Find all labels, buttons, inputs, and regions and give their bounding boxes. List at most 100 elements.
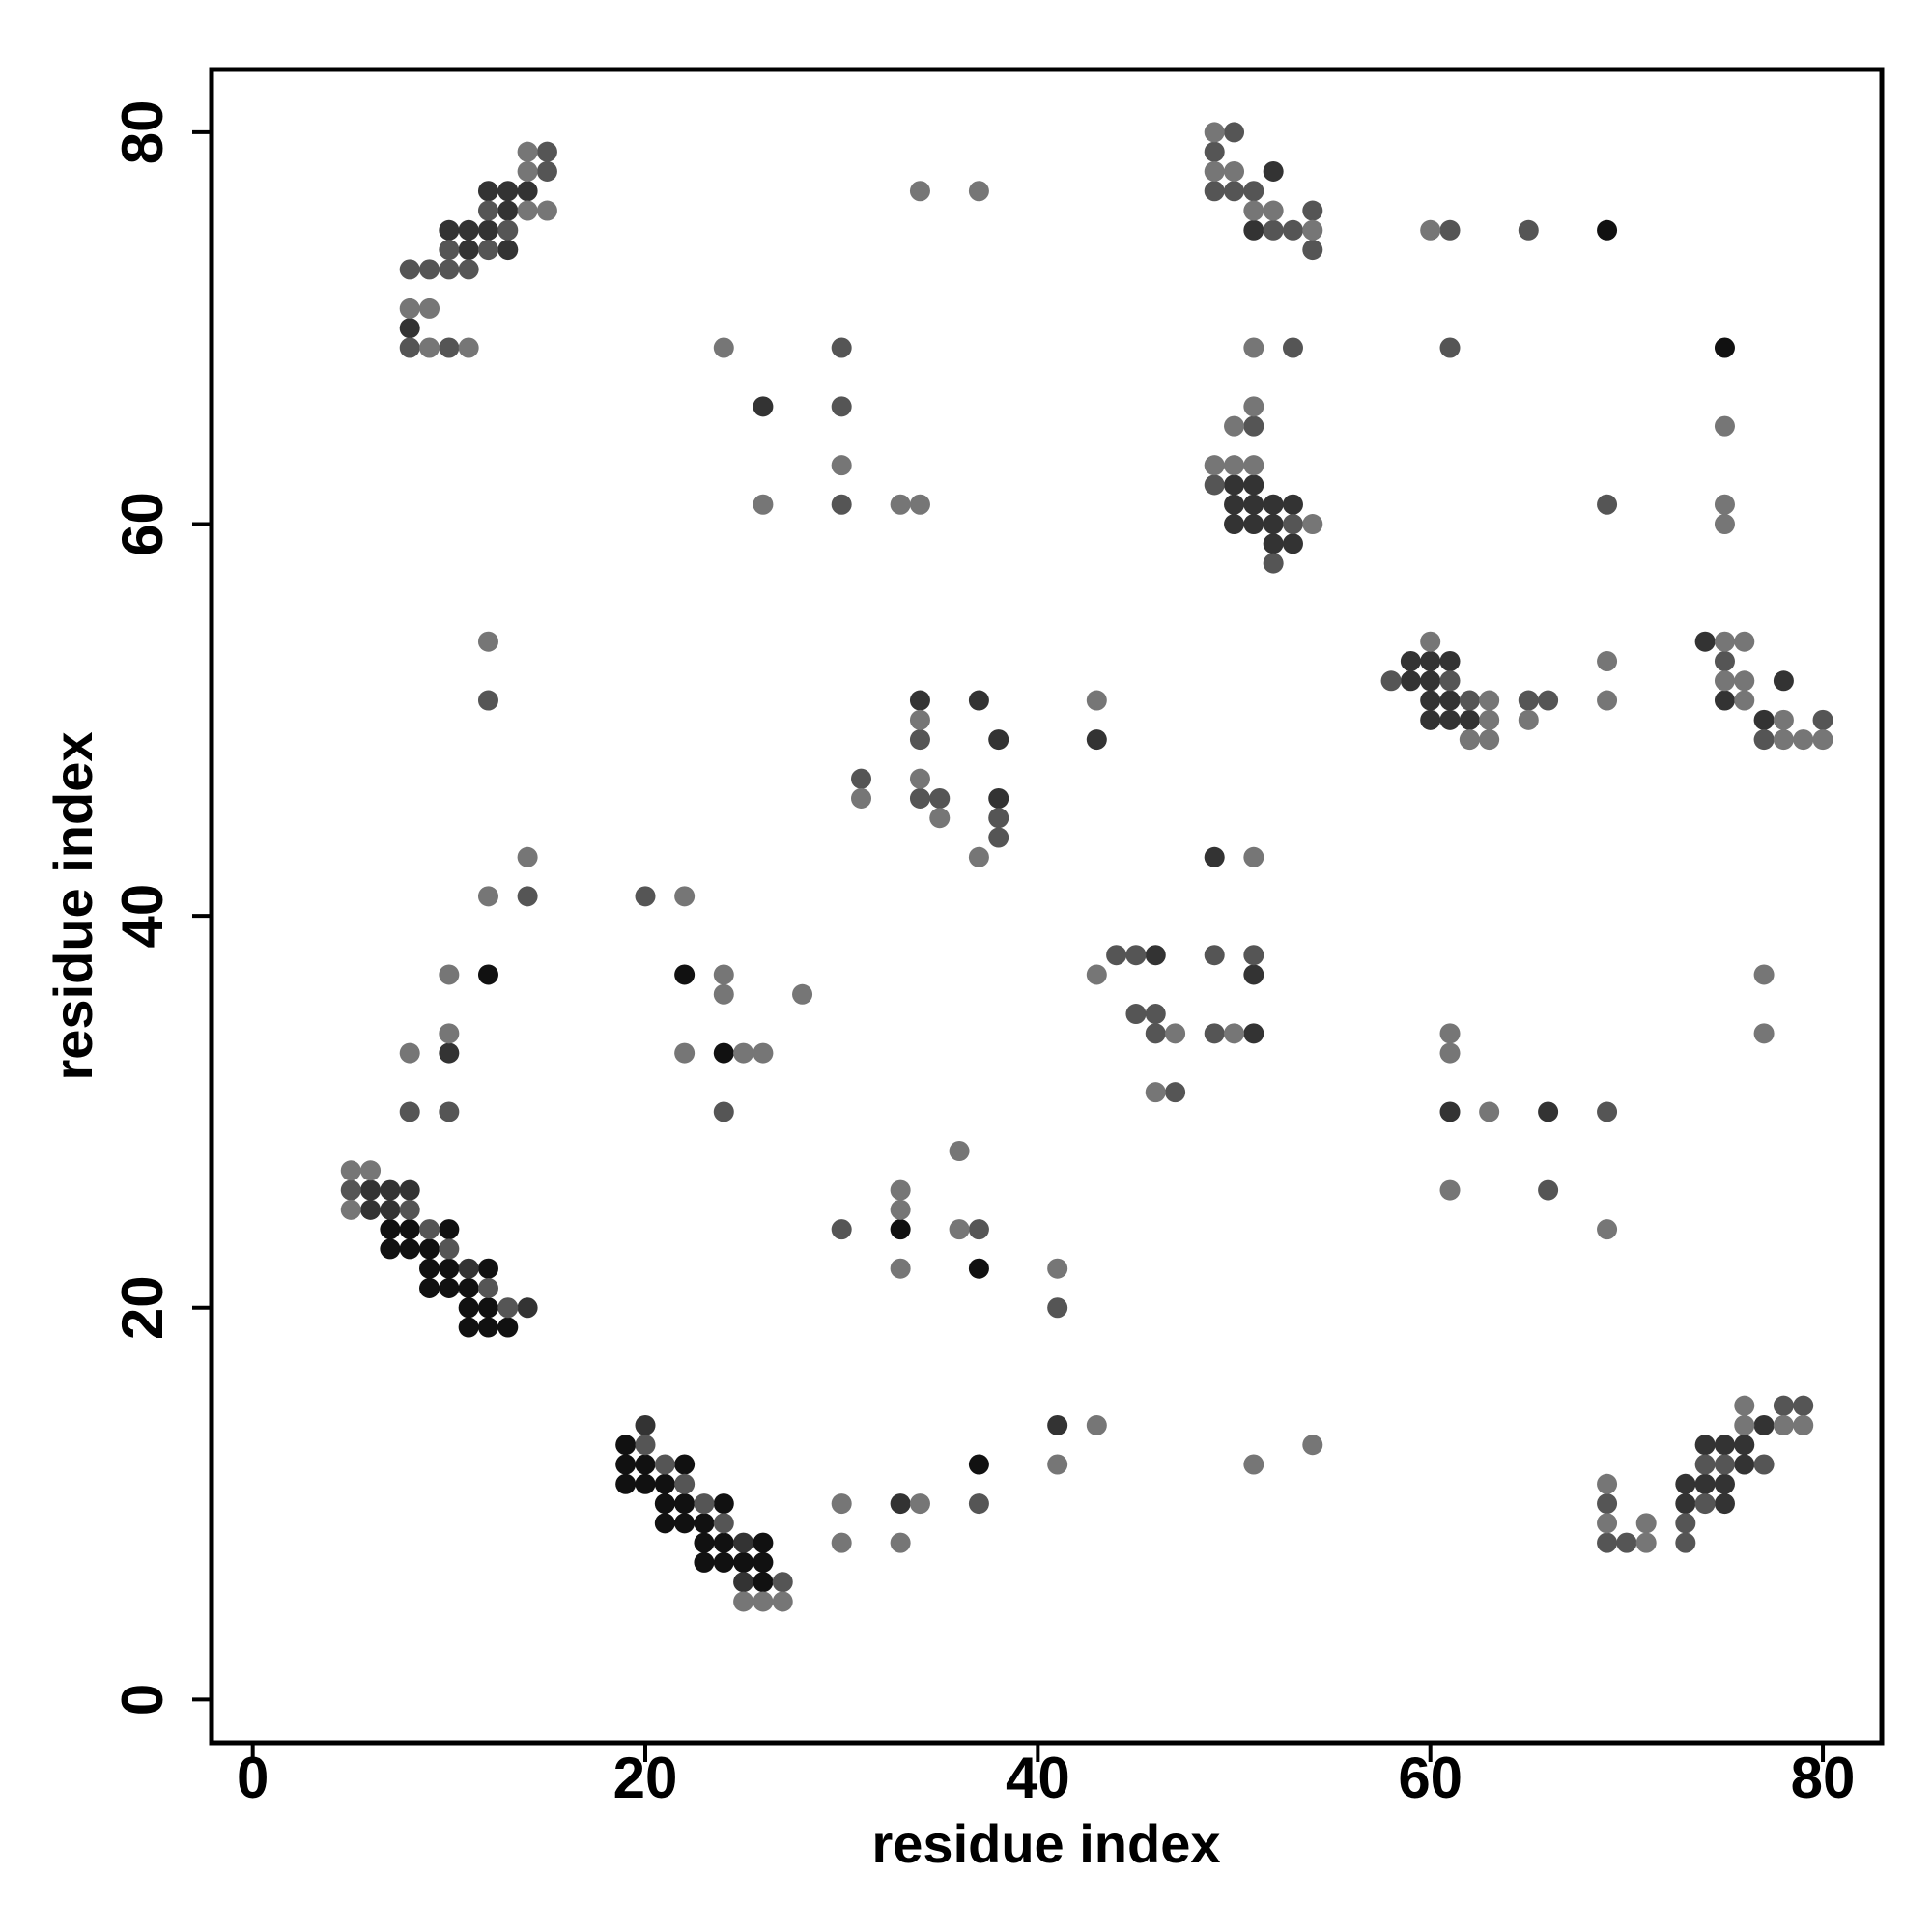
y-tick-label: 80: [110, 100, 175, 165]
contact-point: [909, 768, 930, 789]
contact-point: [713, 1493, 734, 1515]
contact-point: [399, 318, 420, 339]
contact-point: [1420, 650, 1441, 671]
contact-point: [1224, 514, 1245, 535]
contact-point: [615, 1435, 637, 1456]
contact-point: [439, 1277, 460, 1298]
contact-point: [340, 1199, 361, 1220]
contact-point: [1439, 709, 1461, 730]
contact-point: [1734, 1414, 1755, 1435]
contact-point: [1224, 474, 1245, 496]
x-axis-title: residue index: [871, 1813, 1220, 1874]
contact-point: [831, 1493, 852, 1515]
contact-point: [909, 690, 930, 711]
contact-point: [458, 259, 479, 280]
contact-point: [713, 337, 734, 358]
contact-point: [733, 1572, 754, 1593]
contact-point: [458, 337, 479, 358]
contact-point: [1263, 160, 1284, 182]
contact-point: [1224, 122, 1245, 143]
contact-point: [1263, 514, 1284, 535]
contact-point: [1812, 709, 1833, 730]
contact-point: [1714, 690, 1735, 711]
contact-point: [360, 1179, 382, 1201]
contact-point: [831, 1219, 852, 1240]
contact-point: [694, 1493, 715, 1515]
contact-point: [713, 1551, 734, 1573]
contact-point: [1694, 1454, 1716, 1475]
contact-point: [635, 1414, 656, 1435]
contact-point: [1243, 514, 1264, 535]
contact-point: [1282, 533, 1303, 554]
contact-point: [458, 1258, 479, 1279]
contact-point: [1302, 1435, 1323, 1456]
contact-point: [1773, 1395, 1794, 1416]
contact-point: [1047, 1414, 1068, 1435]
contact-point: [1086, 964, 1107, 985]
contact-point: [1459, 729, 1480, 751]
contact-point: [635, 1435, 656, 1456]
contact-point: [1734, 1454, 1755, 1475]
contact-point: [949, 1141, 970, 1162]
y-tick-label: 60: [110, 492, 175, 556]
contact-point: [968, 690, 989, 711]
contact-point: [1479, 690, 1500, 711]
contact-point: [1263, 553, 1284, 574]
contact-point: [890, 1532, 911, 1553]
contact-point: [1204, 474, 1225, 496]
contact-point: [1263, 200, 1284, 221]
contact-point: [1380, 670, 1402, 692]
x-tick-label: 20: [613, 1746, 678, 1810]
contact-point: [694, 1551, 715, 1573]
contact-point: [674, 886, 696, 907]
contact-point: [1714, 337, 1735, 358]
contact-point: [477, 181, 498, 202]
contact-point: [713, 964, 734, 985]
contact-point: [1714, 494, 1735, 515]
contact-point: [419, 1219, 440, 1240]
contact-point: [1439, 690, 1461, 711]
contact-point: [517, 886, 538, 907]
contact-point: [654, 1454, 675, 1475]
contact-point: [1597, 1532, 1618, 1553]
contact-point: [1753, 1023, 1775, 1044]
contact-point: [674, 1042, 696, 1064]
contact-point: [1518, 709, 1539, 730]
contact-point: [497, 240, 519, 261]
contact-point: [1773, 670, 1794, 692]
contact-point: [1694, 1493, 1716, 1515]
contact-point: [713, 1042, 734, 1064]
contact-point: [635, 886, 656, 907]
contact-point: [419, 298, 440, 319]
contact-point: [1204, 846, 1225, 867]
contact-point: [1694, 1473, 1716, 1494]
contact-point: [1459, 690, 1480, 711]
contact-point: [1714, 650, 1735, 671]
contact-point: [1597, 1473, 1618, 1494]
contact-point: [1597, 1513, 1618, 1534]
contact-point: [1243, 396, 1264, 417]
contact-point: [792, 983, 813, 1005]
contact-point: [1439, 650, 1461, 671]
contact-point: [1243, 846, 1264, 867]
contact-point: [1439, 337, 1461, 358]
contact-point: [458, 1317, 479, 1338]
contact-point: [419, 1238, 440, 1260]
y-tick-label: 0: [110, 1684, 175, 1716]
contact-point: [1753, 729, 1775, 751]
contact-point: [1420, 690, 1441, 711]
contact-point: [1263, 219, 1284, 241]
contact-point: [674, 1513, 696, 1534]
contact-point: [1224, 1023, 1245, 1044]
contact-point: [1714, 1435, 1735, 1456]
contact-point: [399, 298, 420, 319]
contact-point: [988, 808, 1009, 829]
contact-point: [753, 1532, 774, 1553]
contact-point: [635, 1454, 656, 1475]
contact-point: [477, 631, 498, 652]
contact-point: [1439, 670, 1461, 692]
contact-point: [1047, 1258, 1068, 1279]
contact-point: [1145, 945, 1166, 966]
contact-point: [1597, 690, 1618, 711]
contact-point: [713, 983, 734, 1005]
